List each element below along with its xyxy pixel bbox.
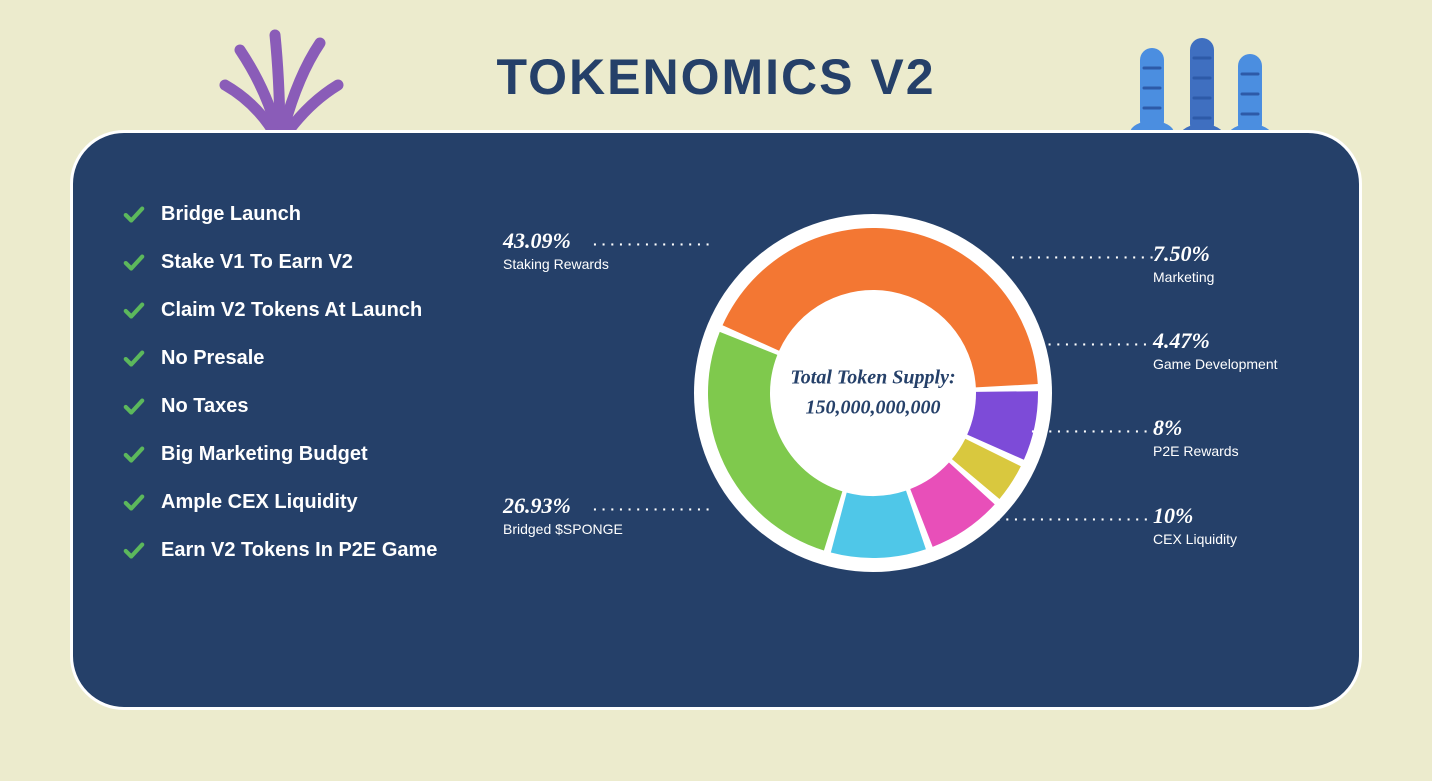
label-cex: 10% CEX Liquidity: [1153, 503, 1237, 547]
feature-label: Ample CEX Liquidity: [161, 491, 358, 514]
leader-marketing: ·················: [1011, 249, 1158, 265]
feature-label: No Presale: [161, 347, 264, 370]
donut-center-label: Total Token Supply: 150,000,000,000: [788, 367, 958, 420]
name-p2e: P2E Rewards: [1153, 443, 1239, 459]
feature-item: Big Marketing Budget: [123, 443, 437, 466]
feature-item: No Presale: [123, 347, 437, 370]
leader-p2e: ··············: [1031, 423, 1152, 439]
pct-cex: 10%: [1153, 503, 1237, 529]
label-gamedev: 4.47% Game Development: [1153, 328, 1278, 372]
feature-item: Earn V2 Tokens In P2E Game: [123, 539, 437, 562]
name-bridged: Bridged $SPONGE: [503, 521, 623, 537]
feature-item: Bridge Launch: [123, 203, 437, 226]
leader-cex: ···················: [988, 511, 1153, 527]
check-icon: [123, 444, 145, 466]
tokenomics-card: Bridge Launch Stake V1 To Earn V2 Claim V2…: [70, 130, 1362, 710]
leader-bridged: ··············: [593, 501, 714, 517]
check-icon: [123, 348, 145, 370]
check-icon: [123, 492, 145, 514]
label-marketing: 7.50% Marketing: [1153, 241, 1214, 285]
pct-p2e: 8%: [1153, 415, 1239, 441]
pct-marketing: 7.50%: [1153, 241, 1214, 267]
name-gamedev: Game Development: [1153, 356, 1278, 372]
leader-staking: ··············: [593, 236, 714, 252]
check-icon: [123, 204, 145, 226]
feature-label: Claim V2 Tokens At Launch: [161, 299, 422, 322]
feature-label: Big Marketing Budget: [161, 443, 368, 466]
check-icon: [123, 540, 145, 562]
feature-item: Claim V2 Tokens At Launch: [123, 299, 437, 322]
pct-gamedev: 4.47%: [1153, 328, 1278, 354]
name-cex: CEX Liquidity: [1153, 531, 1237, 547]
feature-item: No Taxes: [123, 395, 437, 418]
leader-gamedev: ·············: [1039, 336, 1152, 352]
label-p2e: 8% P2E Rewards: [1153, 415, 1239, 459]
feature-label: No Taxes: [161, 395, 248, 418]
feature-label: Stake V1 To Earn V2: [161, 251, 353, 274]
feature-label: Bridge Launch: [161, 203, 301, 226]
feature-list: Bridge Launch Stake V1 To Earn V2 Claim V2…: [123, 203, 437, 587]
center-supply-label: Total Token Supply:: [788, 367, 958, 389]
feature-item: Ample CEX Liquidity: [123, 491, 437, 514]
name-staking: Staking Rewards: [503, 256, 609, 272]
feature-label: Earn V2 Tokens In P2E Game: [161, 539, 437, 562]
center-supply-value: 150,000,000,000: [788, 397, 958, 420]
check-icon: [123, 396, 145, 418]
check-icon: [123, 252, 145, 274]
check-icon: [123, 300, 145, 322]
name-marketing: Marketing: [1153, 269, 1214, 285]
feature-item: Stake V1 To Earn V2: [123, 251, 437, 274]
